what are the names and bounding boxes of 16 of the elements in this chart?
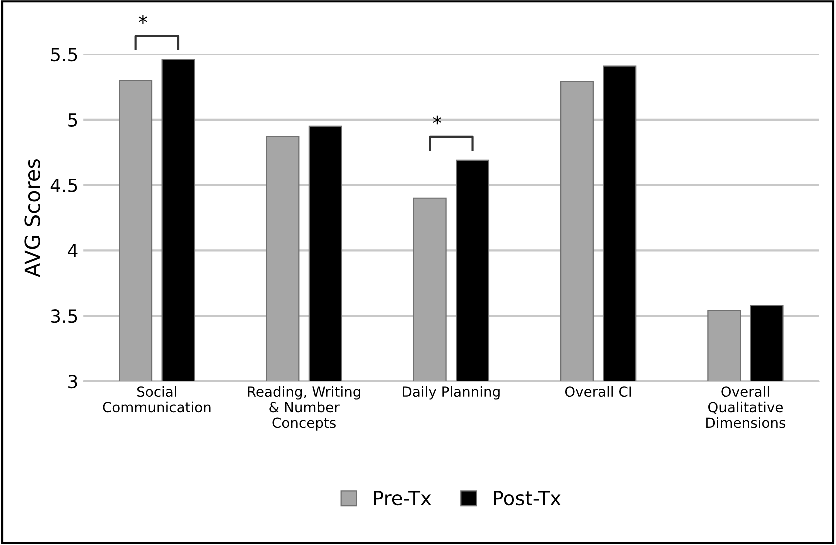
x-tick-label: Reading, Writing & Number Concepts: [248, 386, 360, 431]
y-tick-label: 3.5: [51, 310, 78, 324]
x-tick-label: Daily Planning: [403, 386, 500, 400]
x-tick-label: Overall CI: [565, 386, 632, 398]
x-tick-label: Social Communication: [103, 386, 211, 413]
y-tick-label: 4.5: [50, 178, 78, 192]
y-axis-title: AVG Scores: [24, 159, 40, 278]
x-tick-label: Overall Qualitative Dimensions: [706, 386, 786, 428]
legend-label: Post-Tx: [494, 491, 561, 506]
annotation: *: [433, 116, 442, 125]
text: *: [138, 15, 148, 24]
y-tick-label: 5: [68, 114, 78, 128]
y-tick-label: 3: [68, 374, 78, 389]
y-tick-label: 5.5: [51, 48, 78, 62]
legend-label: Pre-Tx: [374, 491, 432, 506]
y-tick-label: 4: [68, 244, 78, 258]
